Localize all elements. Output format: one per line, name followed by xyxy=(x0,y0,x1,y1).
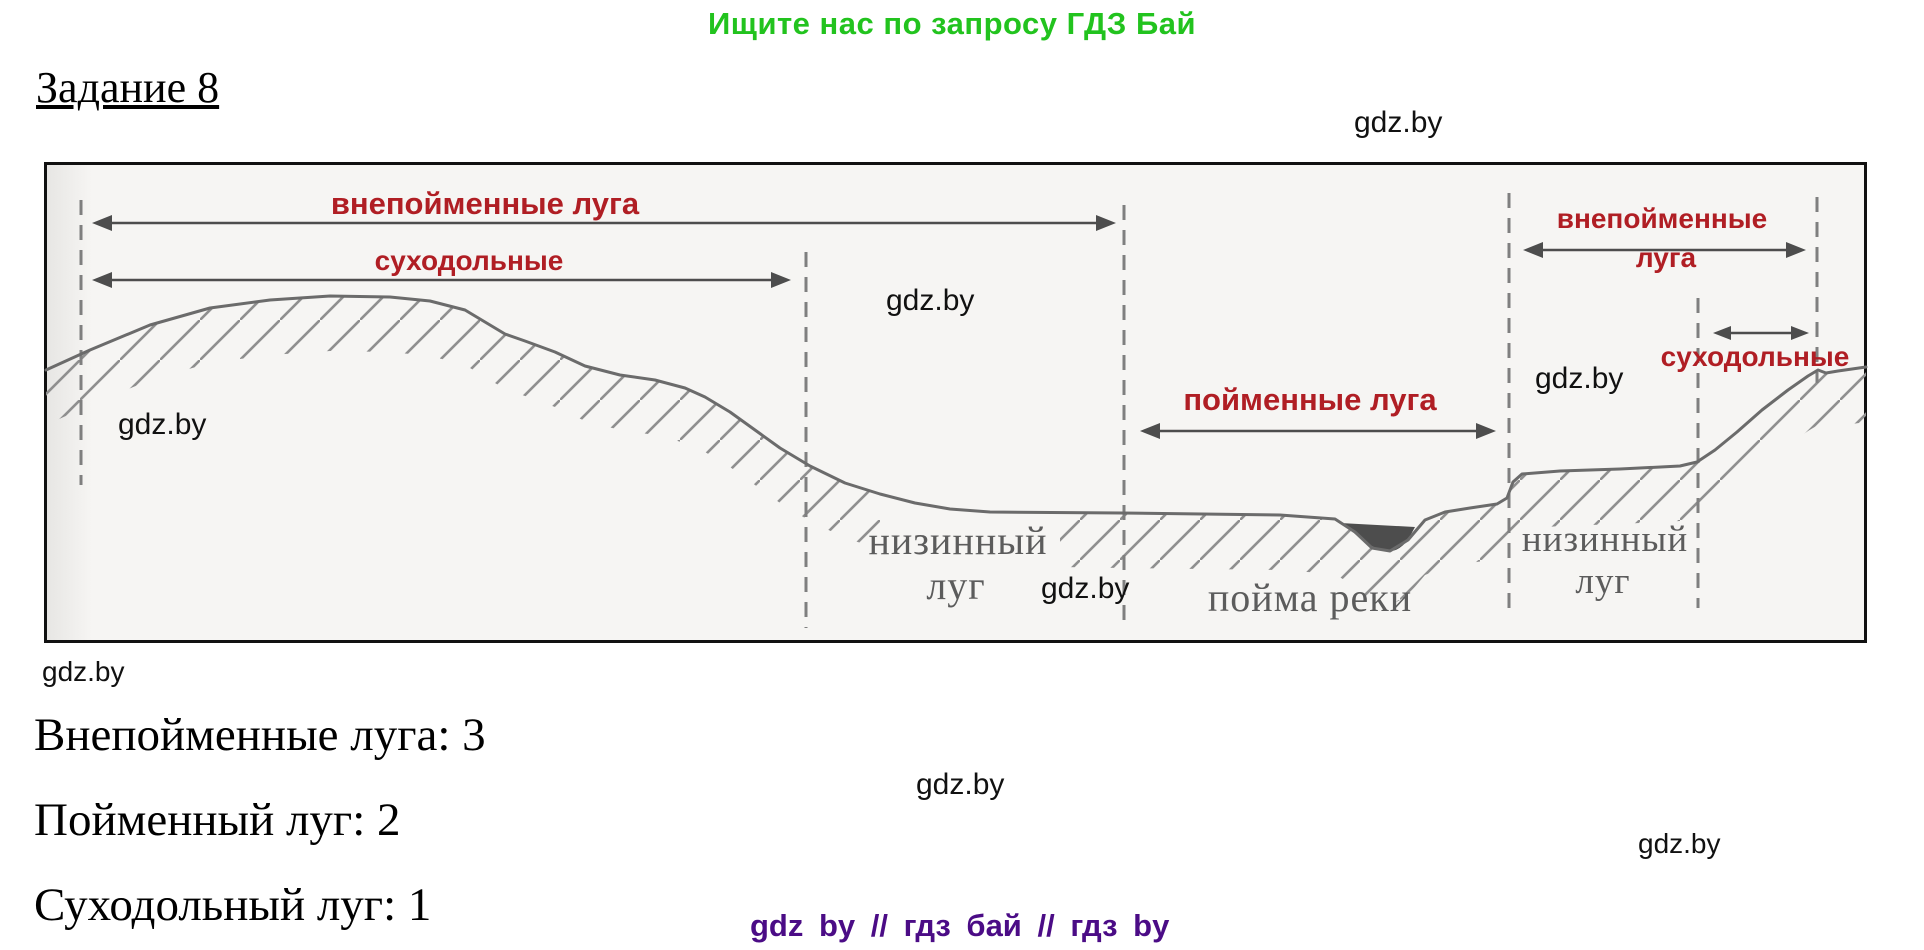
label-lowland-meadow-right-line1: низинный xyxy=(1521,519,1689,560)
zone-boundaries xyxy=(79,193,1819,628)
footer-site-links: gdz by // гдз бай // гдз by xyxy=(750,908,1170,943)
task-heading: Задание 8 xyxy=(36,63,220,112)
label-river-floodplain: пойма реки xyxy=(1207,575,1413,620)
watermark-center: gdz.by xyxy=(886,284,975,317)
watermark-top-right: gdz.by xyxy=(1354,106,1443,139)
terrain-curve xyxy=(44,294,1868,553)
answer-line-floodplain: Пойменный луг: 2 xyxy=(34,794,401,846)
label-lowland-meadow-left-line1: низинный xyxy=(868,518,1048,563)
ground-hatching-left xyxy=(46,296,880,549)
answer-line-dryvalley: Суходольный луг: 1 xyxy=(34,879,432,931)
label-nonfloodplain-right-line1: внепойменные xyxy=(1556,203,1768,234)
watermark-lowland: gdz.by xyxy=(1041,572,1130,605)
label-lowland-meadow-right-line2: луг xyxy=(1575,561,1631,602)
watermark-below-box: gdz.by xyxy=(42,656,125,687)
watermark-right: gdz.by xyxy=(1535,362,1624,395)
label-nonfloodplain-meadows: внепойменные луга xyxy=(330,186,640,221)
label-dry-valley: суходольные xyxy=(374,245,564,276)
label-lowland-meadow-left-line2: луг xyxy=(926,563,986,608)
span-arrows xyxy=(92,215,1809,439)
label-floodplain-meadows: пойменные луга xyxy=(1183,382,1437,417)
watermark-hill: gdz.by xyxy=(118,408,207,441)
diagram-scan-box xyxy=(44,162,1867,643)
river-water xyxy=(1340,523,1415,551)
watermark-answers-center: gdz.by xyxy=(916,768,1005,801)
label-dry-valley-right: суходольные xyxy=(1660,341,1850,372)
label-nonfloodplain-right-line2: луга xyxy=(1635,242,1697,273)
ground-hatching-right xyxy=(1060,367,1866,606)
promo-banner: Ищите нас по запросу ГДЗ Бай xyxy=(708,6,1197,41)
watermark-bottom-right: gdz.by xyxy=(1638,828,1721,859)
answer-line-nonfloodplain: Внепойменные луга: 3 xyxy=(34,709,486,761)
